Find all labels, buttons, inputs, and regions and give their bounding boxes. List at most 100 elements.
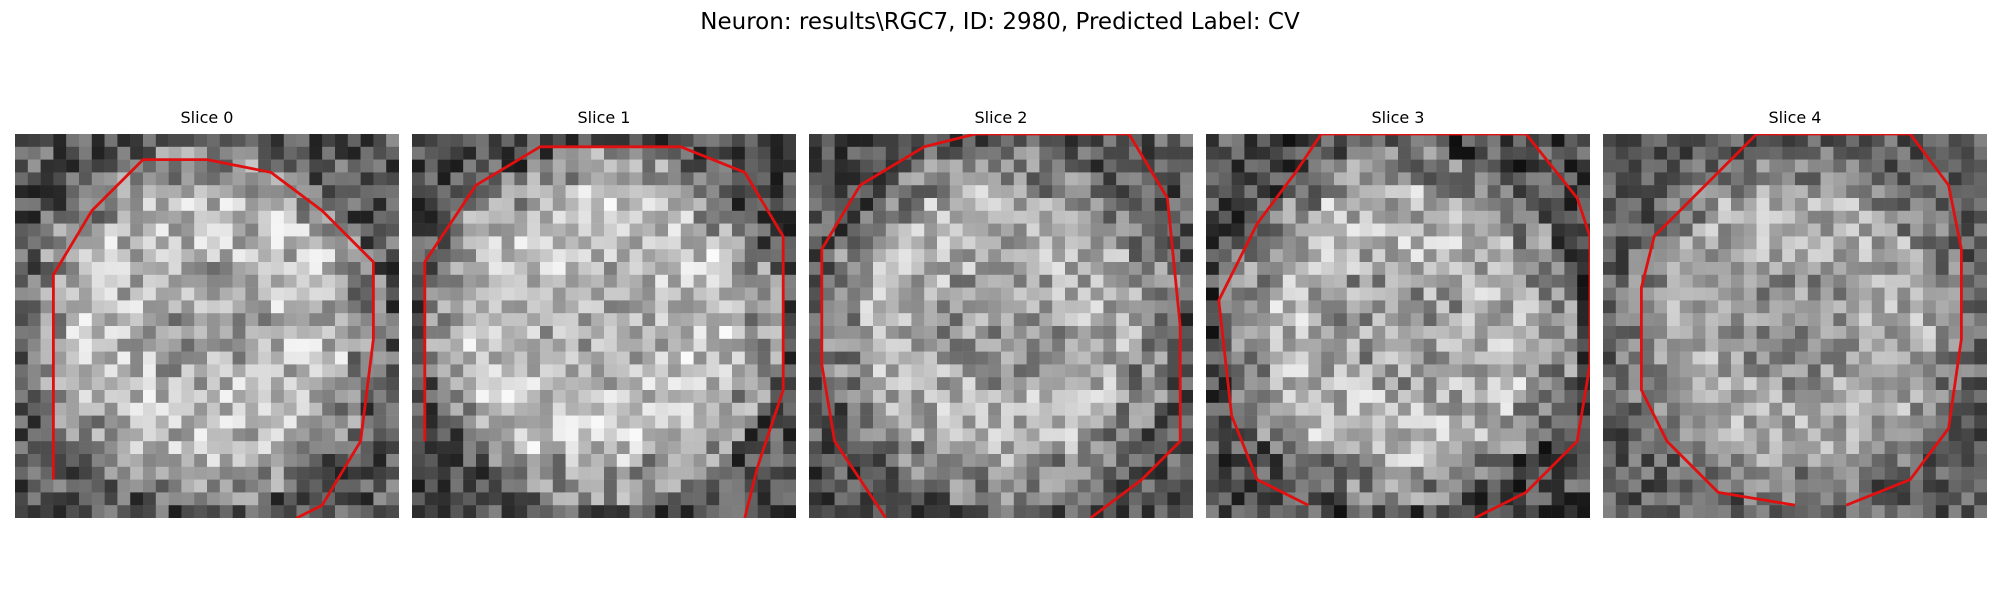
pixel-cell — [1564, 274, 1578, 288]
pixel-cell — [1206, 351, 1220, 365]
pixel-cell — [565, 364, 579, 378]
pixel-cell — [527, 172, 541, 186]
pixel-cell — [1884, 505, 1898, 518]
pixel-cell — [1116, 198, 1130, 212]
pixel-cell — [1026, 390, 1040, 404]
pixel-cell — [719, 146, 733, 160]
pixel-cell — [1641, 428, 1655, 442]
pixel-cell — [386, 454, 399, 468]
pixel-cell — [1206, 134, 1220, 148]
pixel-cell — [1295, 505, 1309, 518]
pixel-cell — [744, 415, 758, 429]
pixel-cell — [949, 351, 963, 365]
pixel-cell — [1474, 300, 1488, 314]
pixel-cell — [168, 377, 182, 391]
pixel-cell — [91, 146, 105, 160]
pixel-cell — [1180, 479, 1193, 493]
pixel-cell — [1218, 492, 1232, 506]
pixel-cell — [155, 454, 169, 468]
pixel-cell — [1807, 313, 1821, 327]
pixel-cell — [744, 326, 758, 340]
pixel-cell — [629, 300, 643, 314]
pixel-cell — [1615, 402, 1629, 416]
pixel-cell — [1692, 172, 1706, 186]
pixel-cell — [309, 479, 323, 493]
pixel-cell — [207, 377, 221, 391]
pixel-cell — [1449, 466, 1463, 480]
pixel-cell — [1513, 326, 1527, 340]
pixel-cell — [1462, 441, 1476, 455]
pixel-cell — [988, 364, 1002, 378]
pixel-cell — [1846, 146, 1860, 160]
pixel-cell — [1833, 377, 1847, 391]
pixel-cell — [1820, 326, 1834, 340]
pixel-cell — [1500, 223, 1514, 237]
pixel-cell — [1385, 198, 1399, 212]
pixel-cell — [565, 249, 579, 263]
pixel-cell — [898, 492, 912, 506]
pixel-cell — [732, 172, 746, 186]
pixel-cell — [40, 364, 54, 378]
pixel-cell — [1782, 428, 1796, 442]
pixel-cell — [821, 287, 835, 301]
pixel-cell — [527, 454, 541, 468]
pixel-cell — [1385, 313, 1399, 327]
pixel-cell — [1974, 210, 1987, 224]
pixel-cell — [1603, 159, 1617, 173]
pixel-cell — [1551, 364, 1565, 378]
pixel-cell — [1141, 146, 1155, 160]
pixel-cell — [1013, 428, 1027, 442]
pixel-cell — [604, 249, 618, 263]
pixel-cell — [1141, 479, 1155, 493]
pixel-cell — [232, 479, 246, 493]
pixel-cell — [373, 159, 387, 173]
pixel-cell — [1871, 351, 1885, 365]
pixel-cell — [552, 210, 566, 224]
pixel-cell — [181, 338, 195, 352]
pixel-cell — [1334, 134, 1348, 148]
pixel-cell — [79, 236, 93, 250]
pixel-cell — [27, 402, 41, 416]
pixel-cell — [1769, 402, 1783, 416]
pixel-cell — [181, 351, 195, 365]
pixel-cell — [988, 441, 1002, 455]
pixel-cell — [1935, 466, 1949, 480]
pixel-cell — [1654, 466, 1668, 480]
pixel-cell — [1410, 492, 1424, 506]
pixel-cell — [322, 236, 336, 250]
pixel-cell — [1103, 377, 1117, 391]
pixel-cell — [155, 441, 169, 455]
pixel-cell — [1820, 479, 1834, 493]
pixel-cell — [1141, 185, 1155, 199]
pixel-cell — [1974, 454, 1987, 468]
pixel-cell — [732, 390, 746, 404]
pixel-cell — [245, 249, 259, 263]
pixel-cell — [860, 134, 874, 148]
pixel-cell — [1769, 377, 1783, 391]
pixel-cell — [552, 377, 566, 391]
pixel-cell — [949, 441, 963, 455]
pixel-cell — [924, 415, 938, 429]
pixel-cell — [104, 364, 118, 378]
pixel-cell — [1705, 274, 1719, 288]
pixel-cell — [232, 466, 246, 480]
pixel-cell — [898, 441, 912, 455]
pixel-cell — [1218, 159, 1232, 173]
pixel-cell — [309, 415, 323, 429]
pixel-cell — [181, 249, 195, 263]
pixel-cell — [219, 146, 233, 160]
pixel-cell — [1410, 326, 1424, 340]
pixel-cell — [962, 300, 976, 314]
pixel-cell — [1756, 377, 1770, 391]
pixel-cell — [463, 338, 477, 352]
pixel-cell — [1385, 146, 1399, 160]
pixel-cell — [1308, 198, 1322, 212]
pixel-cell — [463, 210, 477, 224]
pixel-cell — [1769, 505, 1783, 518]
pixel-cell — [360, 479, 374, 493]
pixel-cell — [1705, 326, 1719, 340]
pixel-cell — [1308, 364, 1322, 378]
pixel-cell — [655, 390, 669, 404]
pixel-cell — [1282, 364, 1296, 378]
pixel-cell — [1513, 428, 1527, 442]
